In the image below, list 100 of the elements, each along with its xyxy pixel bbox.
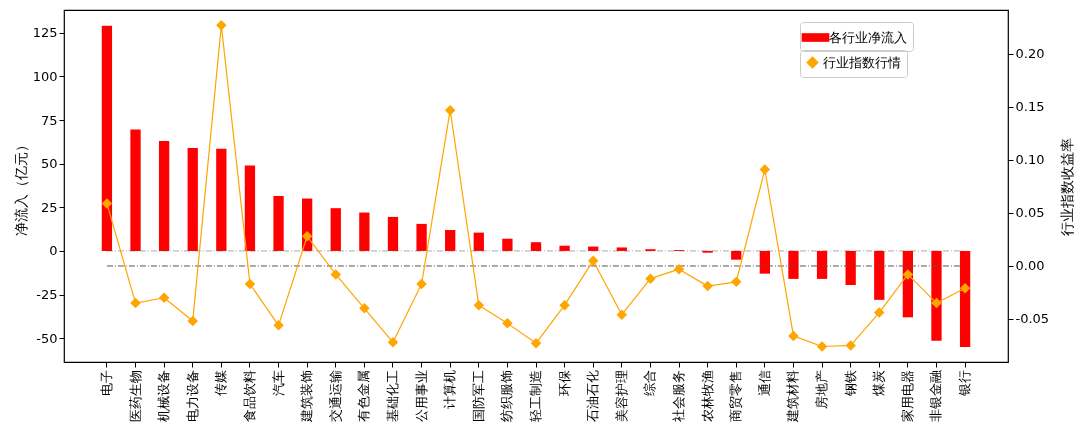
bar: [845, 250, 856, 285]
bar: [959, 250, 971, 347]
bar: [244, 165, 256, 251]
bar: [559, 245, 570, 251]
x-tick-label: 有色金属: [356, 369, 372, 422]
y-tick-label: 100: [32, 68, 58, 84]
y2-tick-label: 0.05: [1015, 205, 1045, 221]
x-tick-label: 通信: [756, 369, 772, 396]
bar: [330, 208, 341, 251]
point: [244, 278, 256, 290]
x-tick-label: 国防军工: [470, 369, 486, 422]
bar: [788, 250, 799, 279]
point: [473, 299, 485, 311]
y2-tick-label: 0.00: [1015, 258, 1045, 274]
x-tick-label: 石油石化: [585, 369, 601, 422]
y2-tick-label: 0.15: [1015, 99, 1045, 115]
point: [444, 104, 456, 116]
x-tick-label: 钢铁: [842, 369, 858, 397]
point: [931, 297, 942, 309]
x-tick-label: 汽车: [270, 369, 286, 396]
point: [158, 292, 170, 304]
bar: [445, 230, 456, 251]
point: [816, 341, 828, 352]
y-tick-label: 75: [40, 112, 58, 128]
x-tick-label: 环保: [556, 369, 572, 396]
point: [759, 164, 771, 175]
x-tick-label: 农林牧渔: [699, 369, 715, 422]
point: [788, 330, 799, 342]
point: [301, 231, 313, 242]
point: [645, 273, 656, 284]
x-tick-label: 食品饮料: [241, 369, 257, 422]
point: [502, 317, 513, 329]
point: [616, 309, 628, 320]
bar: [130, 129, 141, 251]
x-tick-label: 商贸零售: [728, 369, 744, 422]
x-tick-label: 公用事业: [413, 369, 429, 422]
bar: [759, 250, 770, 274]
point: [330, 269, 341, 280]
x-tick-label: 美容护理: [613, 369, 629, 422]
point: [959, 282, 971, 294]
y-tick-label: 25: [40, 199, 58, 215]
x-tick-label: 轻工制造: [528, 369, 543, 422]
x-tick-label: 房地产: [814, 369, 830, 409]
point: [187, 315, 198, 327]
y-tick-label: 0: [49, 243, 58, 259]
bar: [816, 250, 828, 279]
bar: [187, 147, 198, 251]
point: [387, 337, 399, 348]
x-tick-label: 银行: [957, 369, 973, 397]
point: [359, 303, 370, 314]
x-tick-label: 非银金融: [928, 369, 944, 422]
y2-tick-label: 0.20: [1015, 46, 1045, 62]
x-tick-label: 机械设备: [156, 369, 172, 422]
x-tick-label: 计算机: [442, 369, 458, 409]
legend-label: 行业指数行情: [823, 54, 901, 70]
bar: [931, 250, 942, 341]
x-tick-label: 电子: [98, 369, 114, 396]
x-tick-label: 家用电器: [899, 369, 915, 422]
x-tick-label: 电力设备: [184, 369, 200, 422]
point: [530, 338, 542, 349]
bar: [502, 238, 513, 251]
point: [587, 255, 599, 266]
bar: [359, 212, 370, 251]
x-tick-label: 纺织服饰: [499, 369, 515, 422]
y-tick-label: 125: [32, 25, 58, 41]
y2-tick-label: 0.10: [1015, 152, 1045, 168]
x-tick-label: 建筑材料: [785, 369, 801, 423]
x-tick-label: 基础化工: [384, 369, 400, 422]
bar: [473, 232, 484, 251]
bar: [273, 195, 284, 251]
y-axis-title: 净流入（亿元）: [12, 137, 29, 236]
x-tick-label: 传媒: [213, 369, 229, 396]
point: [416, 278, 427, 290]
bar: [731, 250, 742, 260]
point: [902, 269, 914, 280]
y-tick-label: -25: [36, 287, 58, 303]
bar: [530, 242, 542, 251]
y-tick-label: -50: [36, 330, 58, 346]
y2-axis-title: 行业指数收益率: [1059, 137, 1076, 236]
y-tick-label: 50: [40, 156, 58, 172]
point: [673, 263, 685, 275]
x-tick-label: 煤炭: [871, 369, 887, 396]
x-tick-label: 医药生物: [127, 369, 143, 422]
bar: [874, 250, 885, 300]
legend-label: 各行业净流入: [829, 29, 907, 45]
point: [273, 320, 284, 331]
point: [216, 20, 227, 31]
x-tick-label: 综合: [642, 369, 658, 396]
bar: [158, 140, 170, 251]
point: [731, 276, 742, 288]
x-tick-label: 交通运输: [327, 369, 343, 422]
bar: [216, 148, 227, 251]
x-tick-label: 建筑装饰: [299, 369, 315, 423]
y2-tick-label: -0.05: [1015, 311, 1050, 327]
x-tick-label: 社会服务: [671, 369, 687, 422]
point: [559, 299, 570, 311]
bar: [416, 223, 427, 251]
point: [130, 297, 141, 309]
point: [702, 280, 713, 292]
bar: [616, 247, 627, 251]
